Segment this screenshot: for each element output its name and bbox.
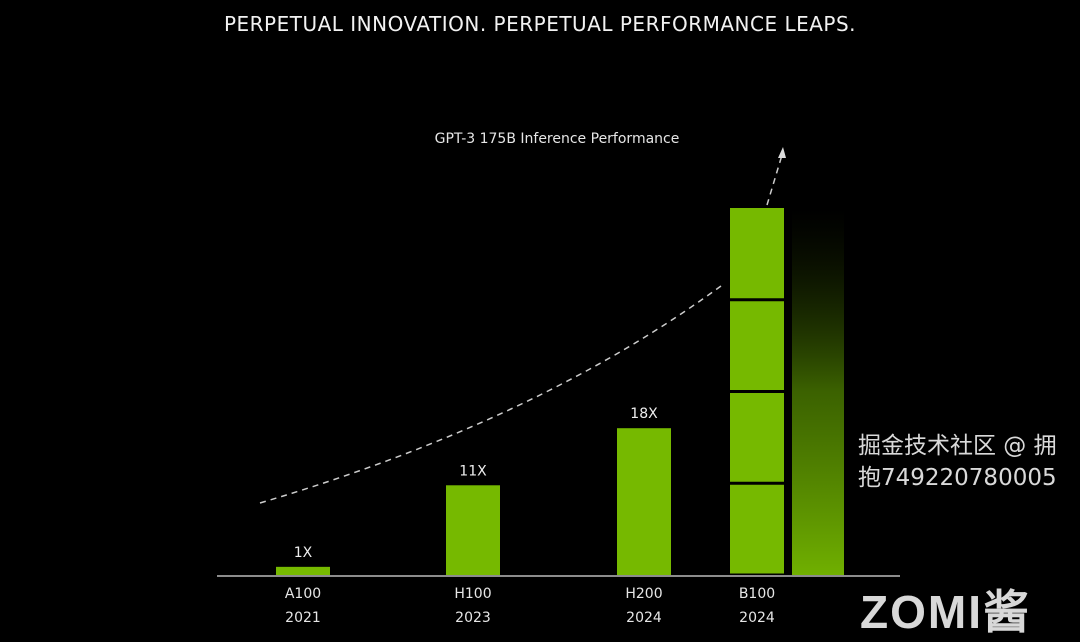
bar bbox=[617, 428, 671, 575]
trend-line-tip bbox=[766, 154, 783, 206]
data-label: 1X bbox=[294, 545, 313, 561]
chart-title: PERPETUAL INNOVATION. PERPETUAL PERFORMA… bbox=[223, 12, 857, 36]
trend-arrowhead-icon bbox=[778, 147, 786, 158]
x-tick-year: 2024 bbox=[626, 610, 662, 626]
logo: ZOMI酱 bbox=[860, 586, 1031, 638]
watermark: 掘金技术社区 @ 拥抱749220780005 bbox=[858, 433, 1057, 491]
x-tick-label: B100 bbox=[739, 586, 775, 602]
bar-segment bbox=[730, 484, 784, 574]
bar-glow bbox=[792, 208, 844, 575]
data-label: 18X bbox=[630, 406, 658, 422]
x-tick-year: 2024 bbox=[739, 610, 775, 626]
data-label: 11X bbox=[459, 463, 487, 479]
x-tick-label: H200 bbox=[625, 586, 662, 602]
chart-subtitle: GPT-3 175B Inference Performance bbox=[435, 131, 680, 147]
x-tick-year: 2021 bbox=[285, 610, 321, 626]
trend-line bbox=[259, 282, 726, 504]
x-tick-label: H100 bbox=[454, 586, 491, 602]
bar bbox=[276, 566, 330, 575]
bar-segment bbox=[730, 301, 784, 390]
bar-segment bbox=[730, 208, 784, 299]
x-tick-label: A100 bbox=[285, 586, 321, 602]
x-tick-year: 2023 bbox=[455, 610, 491, 626]
bar-segment bbox=[730, 393, 784, 482]
bar bbox=[446, 485, 500, 575]
